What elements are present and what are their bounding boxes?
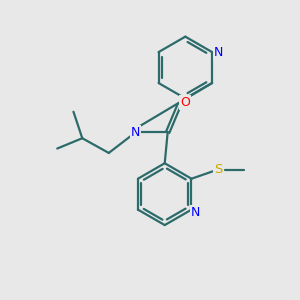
Text: N: N bbox=[130, 126, 140, 139]
Text: N: N bbox=[214, 46, 223, 59]
Text: S: S bbox=[214, 164, 222, 176]
Text: O: O bbox=[180, 96, 190, 110]
Text: N: N bbox=[191, 206, 201, 219]
